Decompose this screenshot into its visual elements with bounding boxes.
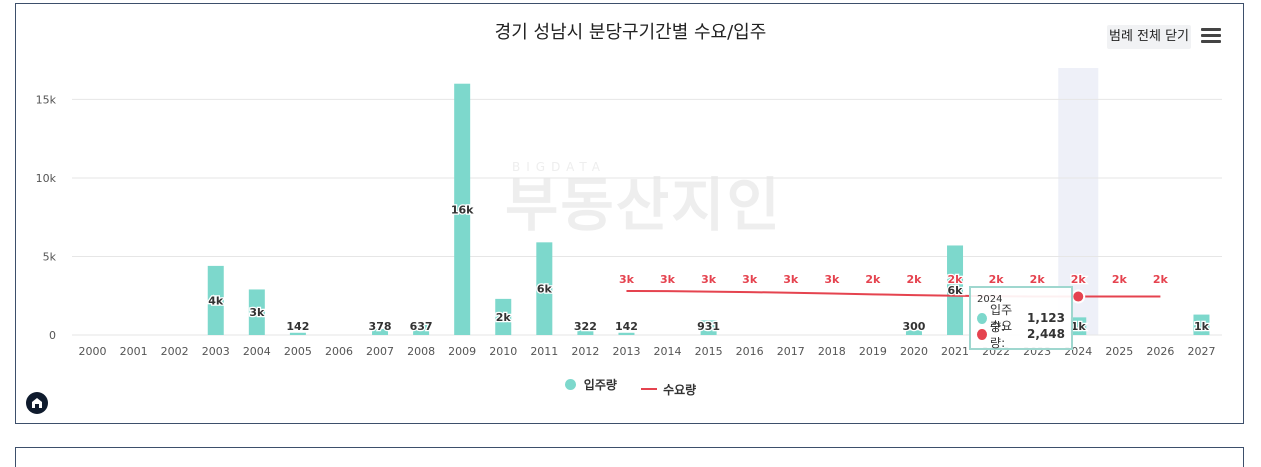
tooltip-year: 2024 xyxy=(977,294,1003,305)
demand-data-label: 2k xyxy=(1071,273,1087,286)
demand-hover-marker xyxy=(1071,289,1086,304)
watermark-sub: BIGDATA xyxy=(512,160,606,174)
demand-data-label: 2k xyxy=(1112,273,1128,286)
watermark: 부동산지인 xyxy=(505,171,782,239)
x-tick-label: 2005 xyxy=(284,345,312,358)
y-tick-label: 0 xyxy=(49,329,56,342)
supply-data-label: 931 xyxy=(697,320,720,333)
demand-data-label: 2k xyxy=(989,273,1005,286)
x-tick-label: 2006 xyxy=(325,345,353,358)
supply-data-label: 142 xyxy=(286,320,309,333)
x-tick-label: 2009 xyxy=(448,345,476,358)
x-tick-label: 2020 xyxy=(900,345,928,358)
supply-bar xyxy=(413,324,430,335)
legend-toggle-button[interactable]: 범례 전체 닫기 xyxy=(1107,25,1191,49)
supply-bar xyxy=(947,245,964,335)
x-tick-label: 2026 xyxy=(1146,345,1174,358)
supply-data-label: 1k xyxy=(1194,320,1210,333)
supply-bar xyxy=(1193,314,1210,335)
demand-data-label: 3k xyxy=(824,273,840,286)
x-tick-label: 2002 xyxy=(161,345,189,358)
demand-data-label: 3k xyxy=(701,273,717,286)
x-tick-label: 2016 xyxy=(736,345,764,358)
x-tick-label: 2014 xyxy=(654,345,682,358)
x-tick-label: 2012 xyxy=(571,345,599,358)
hamburger-menu-icon[interactable] xyxy=(1201,28,1221,46)
supply-legend-marker xyxy=(564,379,576,390)
supply-data-label: 2k xyxy=(496,311,512,324)
x-tick-label: 2027 xyxy=(1187,345,1215,358)
tooltip-supply-marker xyxy=(977,312,988,324)
tooltip-demand-label: 수요량: xyxy=(990,319,1013,350)
demand-data-label: 2k xyxy=(906,273,922,286)
tooltip-supply-label: 입주량: xyxy=(990,303,1013,334)
demand-data-label: 3k xyxy=(783,273,799,286)
legend-supply-label: 입주량 xyxy=(583,378,617,392)
x-tick-label: 2021 xyxy=(941,345,969,358)
x-tick-label: 2008 xyxy=(407,345,435,358)
chart-legend: 입주량 수요량 xyxy=(0,376,1261,398)
supply-bar xyxy=(905,330,922,335)
supply-data-label: 637 xyxy=(410,320,433,333)
brand-logo-icon[interactable] xyxy=(26,392,48,414)
legend-demand-label: 수요량 xyxy=(663,382,697,397)
legend-item-supply[interactable]: 입주량 xyxy=(564,376,617,393)
x-tick-label: 2019 xyxy=(859,345,887,358)
x-tick-label: 2001 xyxy=(120,345,148,358)
supply-bar xyxy=(618,332,635,335)
demand-data-label: 3k xyxy=(742,273,758,286)
x-tick-label: 2018 xyxy=(818,345,846,358)
supply-data-label: 300 xyxy=(902,320,925,333)
chart-tooltip: 2024 입주량: 1,123 수요량: 2,448 xyxy=(969,286,1073,350)
supply-data-label: 378 xyxy=(369,320,392,333)
x-tick-label: 2013 xyxy=(612,345,640,358)
y-tick-label: 15k xyxy=(36,93,57,106)
tooltip-supply-value: 1,123 xyxy=(1027,311,1065,325)
tooltip-demand-row: 수요량: 2,448 xyxy=(977,319,1065,350)
supply-bar xyxy=(1070,317,1087,335)
supply-bar xyxy=(372,329,389,335)
y-tick-label: 10k xyxy=(36,172,57,185)
tooltip-demand-marker xyxy=(977,328,988,340)
supply-bar xyxy=(700,320,717,335)
x-tick-label: 2010 xyxy=(489,345,517,358)
demand-data-label: 3k xyxy=(660,273,676,286)
supply-data-label: 6k xyxy=(537,283,553,296)
supply-data-label: 3k xyxy=(249,306,265,319)
supply-bar xyxy=(536,242,553,335)
x-tick-label: 2015 xyxy=(695,345,723,358)
supply-bar xyxy=(248,289,265,335)
tooltip-supply-row: 입주량: 1,123 xyxy=(977,303,1065,334)
supply-bar xyxy=(207,265,224,335)
x-tick-label: 2011 xyxy=(530,345,558,358)
tooltip-demand-value: 2,448 xyxy=(1027,327,1065,341)
chart-title: 경기 성남시 분당구기간별 수요/입주 xyxy=(494,22,767,43)
x-tick-label: 2003 xyxy=(202,345,230,358)
demand-data-label: 2k xyxy=(1153,273,1169,286)
supply-data-label: 4k xyxy=(208,294,224,307)
chart-panel xyxy=(15,3,1244,424)
demand-data-label: 2k xyxy=(948,273,964,286)
x-tick-label: 2007 xyxy=(366,345,394,358)
supply-data-label: 16k xyxy=(451,203,474,216)
supply-bar xyxy=(577,329,594,335)
supply-bar xyxy=(495,298,512,335)
x-tick-label: 2000 xyxy=(79,345,107,358)
supply-data-label: 1k xyxy=(1071,320,1087,333)
y-tick-label: 5k xyxy=(43,250,57,263)
x-tick-label: 2004 xyxy=(243,345,271,358)
demand-data-label: 3k xyxy=(619,273,635,286)
x-tick-label: 2025 xyxy=(1105,345,1133,358)
demand-data-label: 2k xyxy=(1030,273,1046,286)
legend-item-demand[interactable]: 수요량 xyxy=(641,381,696,398)
demand-legend-marker xyxy=(641,388,658,390)
x-tick-label: 2017 xyxy=(777,345,805,358)
supply-data-label: 322 xyxy=(574,320,597,333)
supply-data-label: 142 xyxy=(615,320,638,333)
supply-bar xyxy=(454,83,471,336)
supply-data-label: 6k xyxy=(948,284,964,297)
supply-bar xyxy=(289,332,306,335)
demand-data-label: 2k xyxy=(865,273,881,286)
